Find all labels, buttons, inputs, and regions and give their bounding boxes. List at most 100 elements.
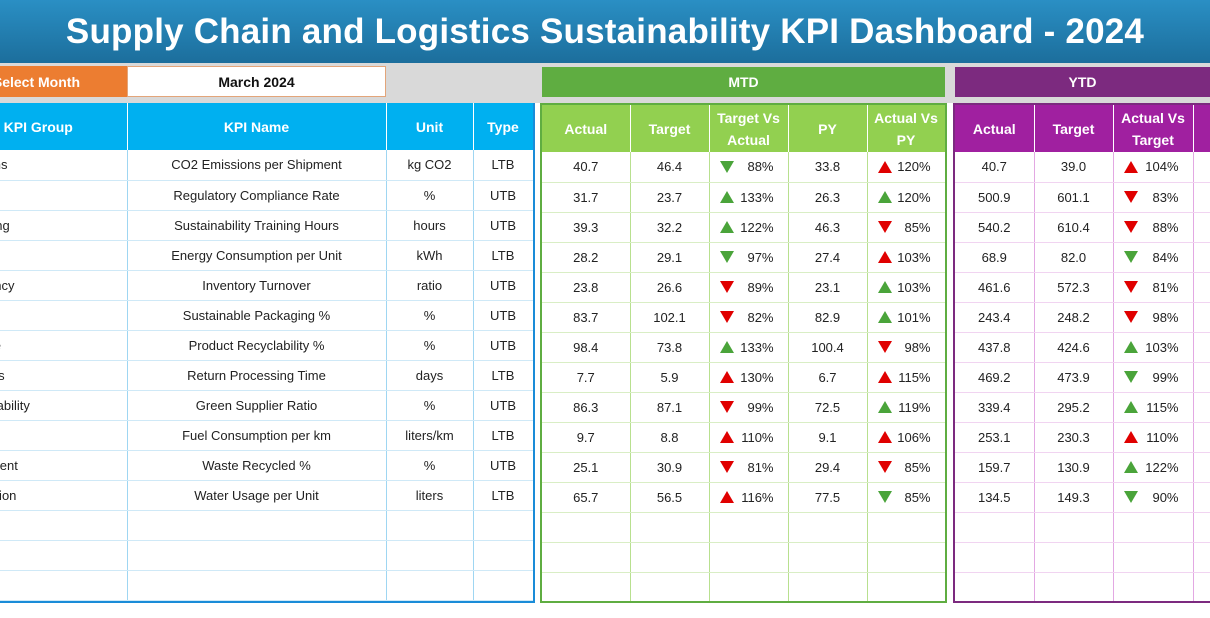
ytd-extra-cell (1193, 452, 1210, 483)
col-ytd-extra (1193, 105, 1210, 152)
mtd-actual-vs-py-cell-wrap: 103% (868, 280, 945, 295)
kpi-group-cell: Transportation (0, 420, 128, 451)
mtd-target-cell: 87.1 (630, 392, 710, 423)
down-arrow-icon (1123, 251, 1138, 263)
mtd-target-vs-actual-cell-wrap: 88% (710, 159, 788, 174)
mtd-target-vs-actual-cell-wrap: 82% (710, 310, 788, 325)
ytd-extra-cell (1193, 482, 1210, 513)
ytd-actual-vs-target-cell: 99% (1113, 362, 1194, 393)
mtd-target-vs-actual-cell-value: 116% (741, 489, 774, 505)
up-arrow-icon (1123, 401, 1138, 413)
ytd-actual-cell: 339.4 (955, 392, 1035, 423)
empty-cell (1193, 512, 1210, 543)
mtd-actual-vs-py-cell: 85% (867, 452, 945, 483)
ytd-target-cell: 295.2 (1034, 392, 1114, 423)
mtd-target-vs-actual-cell-value: 88% (747, 159, 774, 175)
down-arrow-icon (1123, 491, 1138, 503)
ytd-actual-vs-target-cell-wrap: 122% (1114, 460, 1193, 475)
mtd-py-cell: 33.8 (788, 152, 868, 183)
mtd-actual-vs-py-cell: 85% (867, 212, 945, 243)
mtd-target-vs-actual-cell: 122% (709, 212, 789, 243)
mtd-target-vs-actual-cell: 133% (709, 332, 789, 363)
empty-cell (542, 572, 631, 601)
mtd-target-cell: 5.9 (630, 362, 710, 393)
ytd-extra-cell (1193, 272, 1210, 303)
kpi-name-cell: Return Processing Time (127, 360, 387, 391)
ytd-row: 253.1 230.3 110% (955, 422, 1210, 453)
down-arrow-icon (1123, 311, 1138, 323)
mtd-target-vs-actual-cell-wrap: 99% (710, 400, 788, 415)
mtd-actual-cell: 98.4 (542, 332, 631, 363)
ytd-actual-cell: 437.8 (955, 332, 1035, 363)
down-arrow-icon (719, 311, 734, 323)
unit-cell: % (386, 330, 474, 361)
empty-cell (1113, 512, 1194, 543)
mtd-row: 65.7 56.5 116% 77.5 85% (542, 482, 945, 513)
ytd-row: 40.7 39.0 104% (955, 152, 1210, 183)
kpi-row: Product LifecycleProduct Recyclability %… (0, 330, 533, 361)
mtd-row: 23.8 26.6 89% 23.1 103% (542, 272, 945, 303)
ytd-actual-vs-target-cell-value: 84% (1152, 249, 1179, 265)
unit-cell: % (386, 450, 474, 481)
mtd-target-vs-actual-cell-value: 99% (747, 399, 774, 415)
mtd-target-vs-actual-cell-value: 81% (747, 459, 774, 475)
ytd-actual-cell: 253.1 (955, 422, 1035, 453)
mtd-actual-vs-py-cell: 115% (867, 362, 945, 393)
unit-cell: kg CO2 (386, 150, 474, 181)
up-arrow-icon (1123, 160, 1138, 173)
mtd-target-cell: 30.9 (630, 452, 710, 483)
ytd-actual-vs-target-cell-wrap: 98% (1114, 310, 1193, 325)
ytd-actual-vs-target-cell: 115% (1113, 392, 1194, 423)
up-arrow-icon (877, 311, 892, 323)
kpi-row: PackagingSustainable Packaging %%UTB (0, 300, 533, 331)
down-arrow-icon (877, 491, 892, 503)
ytd-extra-cell (1193, 392, 1210, 423)
ytd-target-cell: 248.2 (1034, 302, 1114, 333)
mtd-py-cell: 77.5 (788, 482, 868, 513)
kpi-name-cell: CO2 Emissions per Shipment (127, 150, 387, 181)
type-cell: UTB (473, 450, 533, 481)
col-mtd-target: Target (630, 105, 710, 152)
mtd-target-vs-actual-cell-wrap: 133% (710, 340, 788, 355)
up-arrow-icon (1123, 431, 1138, 443)
empty-cell (127, 570, 387, 601)
empty-cell (867, 512, 945, 543)
ytd-actual-vs-target-cell-value: 90% (1152, 489, 1179, 505)
mtd-target-vs-actual-cell-value: 110% (741, 429, 774, 445)
down-arrow-icon (1123, 221, 1138, 233)
ytd-actual-vs-target-cell: 84% (1113, 242, 1194, 273)
mtd-row: 83.7 102.1 82% 82.9 101% (542, 302, 945, 333)
ytd-actual-cell: 469.2 (955, 362, 1035, 393)
ytd-extra-cell (1193, 302, 1210, 333)
kpi-name-cell: Water Usage per Unit (127, 480, 387, 511)
kpi-group-cell: Packaging (0, 300, 128, 331)
kpi-row (0, 570, 533, 601)
mtd-target-vs-actual-cell-value: 122% (740, 219, 774, 235)
empty-cell (542, 542, 631, 573)
type-cell: LTB (473, 360, 533, 391)
ytd-row (955, 572, 1210, 601)
mtd-row: 28.2 29.1 97% 27.4 103% (542, 242, 945, 273)
empty-cell (955, 572, 1035, 601)
ytd-actual-cell: 68.9 (955, 242, 1035, 273)
empty-cell (473, 570, 533, 601)
mtd-target-cell: 102.1 (630, 302, 710, 333)
dashboard-title: Supply Chain and Logistics Sustainabilit… (0, 0, 1210, 63)
ytd-row (955, 512, 1210, 543)
ytd-target-cell: 39.0 (1034, 152, 1114, 183)
mtd-target-vs-actual-cell-value: 89% (747, 279, 774, 295)
mtd-py-cell: 46.3 (788, 212, 868, 243)
mtd-target-cell: 29.1 (630, 242, 710, 273)
col-type: Type (473, 103, 533, 150)
down-arrow-icon (719, 251, 734, 263)
mtd-actual-cell: 83.7 (542, 302, 631, 333)
empty-cell (542, 512, 631, 543)
mtd-row: 98.4 73.8 133% 100.4 98% (542, 332, 945, 363)
empty-cell (709, 512, 789, 543)
col-kpi-name: KPI Name (127, 103, 387, 150)
month-dropdown[interactable]: March 2024 (127, 66, 386, 97)
col-mtd-target-vs-actual: Target Vs Actual (709, 105, 789, 152)
ytd-target-cell: 473.9 (1034, 362, 1114, 393)
ytd-actual-vs-target-cell-value: 104% (1145, 159, 1179, 175)
ytd-actual-vs-target-cell-wrap: 99% (1114, 370, 1193, 385)
